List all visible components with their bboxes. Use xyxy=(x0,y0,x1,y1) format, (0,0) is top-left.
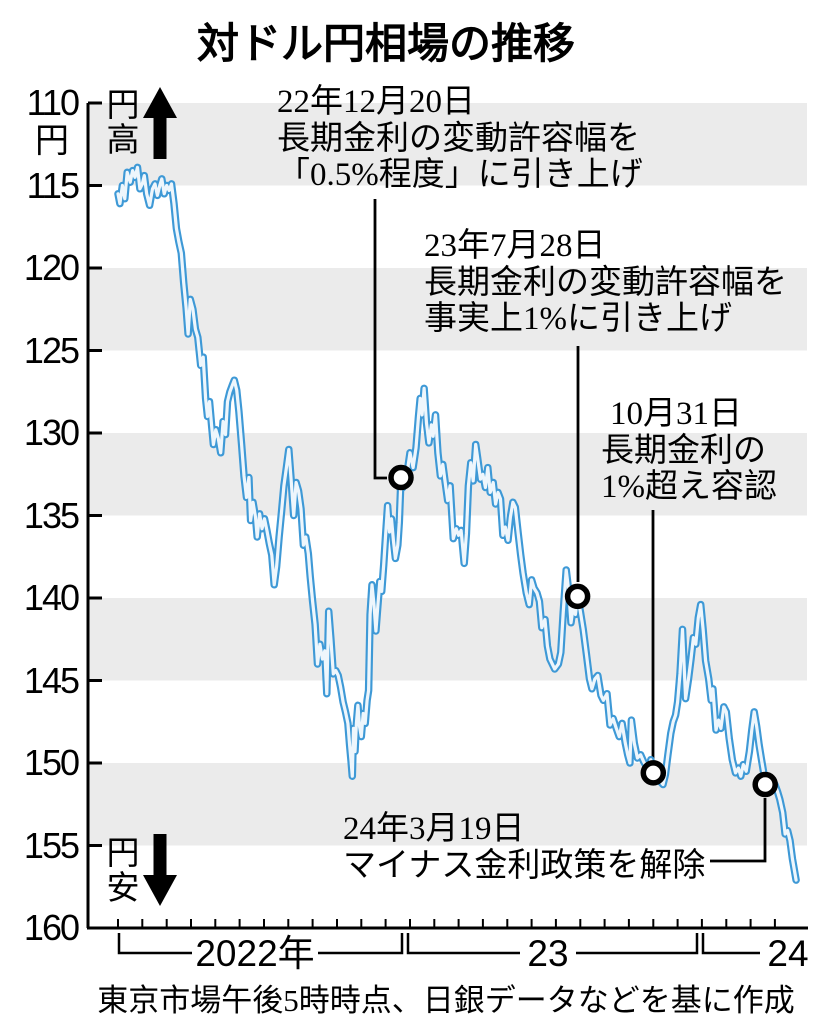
y-axis-label: 140 xyxy=(23,577,80,618)
annotation-date: 23年7月28日 xyxy=(424,228,606,264)
source-note: 東京市場午後5時時点、日銀データなどを基に作成 xyxy=(97,983,795,1018)
x-axis-year-label-24: 24 xyxy=(767,933,809,974)
annotation-boj-2022-12-20: 22年12月20日 長期金利の変動許容幅を 「0.5%程度」に引き上げ xyxy=(277,84,643,194)
event-marker xyxy=(388,464,414,491)
yen-weak-label: 円安 xyxy=(102,835,139,905)
y-axis-label: 150 xyxy=(23,742,80,783)
x-axis-year-label-2022: 2022年 xyxy=(195,933,315,974)
annotation-date: 24年3月19日 xyxy=(343,811,525,847)
y-axis-label: 125 xyxy=(23,329,80,371)
price-line-core xyxy=(116,165,798,882)
chart-title: 対ドル円相場の推移 xyxy=(196,20,575,67)
annotation-text: 長期金利の xyxy=(601,432,766,469)
annotation-date: 10月31日 xyxy=(610,396,742,432)
shaded-band xyxy=(88,103,807,186)
y-axis-label: 155 xyxy=(23,824,80,866)
event-marker xyxy=(640,760,667,786)
annotation-boj-2023-07-28: 23年7月28日 長期金利の変動許容幅を 事実上1%に引き上げ xyxy=(424,228,787,338)
annotation-text: 長期金利の変動許容幅を xyxy=(424,264,787,301)
y-axis-label: 160 xyxy=(23,907,80,948)
y-axis-label: 130 xyxy=(23,412,80,453)
annotation-boj-2024-03-19: 24年3月19日 マイナス金利政策を解除 xyxy=(343,811,705,884)
y-axis-label: 145 xyxy=(23,659,80,701)
annotation-text: 事実上1%に引き上げ xyxy=(424,301,732,337)
event-marker xyxy=(752,771,778,798)
annotation-text: 長期金利の変動許容幅を xyxy=(277,120,640,157)
y-axis-label: 115 xyxy=(26,164,80,206)
y-axis-unit-label: 円 xyxy=(35,122,69,160)
annotation-text: 「0.5%程度」に引き上げ xyxy=(277,157,643,193)
annotation-connector xyxy=(710,798,767,863)
annotation-text: マイナス金利政策を解除 xyxy=(343,847,706,884)
year-brackets xyxy=(117,933,760,955)
annotation-boj-2023-10-31: 10月31日 長期金利の 1%超え容認 xyxy=(601,396,777,506)
event-marker xyxy=(564,583,591,610)
down-arrow-icon xyxy=(143,834,177,906)
y-axis-label: 110 xyxy=(26,82,80,123)
y-axis-label: 120 xyxy=(23,247,80,288)
annotation-connector xyxy=(373,199,387,480)
shaded-band xyxy=(88,763,807,846)
shaded-band xyxy=(88,268,807,351)
y-axis-label: 135 xyxy=(23,494,80,536)
up-arrow-icon xyxy=(143,87,177,159)
yen-strong-label: 円高 xyxy=(102,87,139,157)
x-axis-year-label-23: 23 xyxy=(527,933,569,974)
annotation-text: 1%超え容認 xyxy=(601,469,777,505)
annotation-date: 22年12月20日 xyxy=(277,84,475,120)
